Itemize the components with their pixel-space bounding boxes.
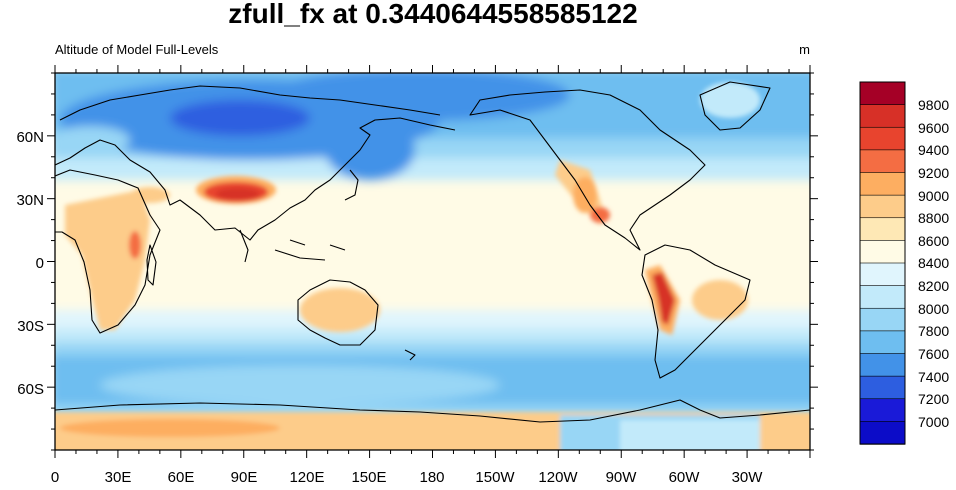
colorbar-box <box>859 104 906 128</box>
colorbar-label: 9600 <box>918 120 949 136</box>
new-zealand-coastline <box>404 349 416 361</box>
indonesia-coastline <box>274 239 346 261</box>
x-tick-label: 150E <box>351 469 386 486</box>
map-field <box>55 73 810 450</box>
colorbar-label: 8200 <box>918 278 949 294</box>
colorbar-label: 7400 <box>918 369 949 385</box>
colorbar-box <box>859 81 906 106</box>
northern-trough-field <box>55 73 810 180</box>
australia-coastline <box>297 279 379 346</box>
axis-ticks <box>47 65 818 458</box>
colorbar-box <box>859 307 906 332</box>
x-tick-label: 30W <box>732 469 764 486</box>
y-tick-label: 30N <box>16 192 44 209</box>
colorbar-label: 9800 <box>918 97 949 113</box>
colorbar-frame <box>859 81 906 445</box>
colorbar-box <box>859 375 906 400</box>
colorbar-label: 7200 <box>918 391 949 407</box>
north-america-coastline <box>469 89 706 251</box>
colorbar-label: 7800 <box>918 323 949 339</box>
colorbar-label: 7600 <box>918 346 949 362</box>
x-tick-label: 0 <box>51 469 59 486</box>
x-tick-label: 60W <box>669 469 701 486</box>
coastlines <box>55 81 810 423</box>
colorbar-label: 9000 <box>918 188 949 204</box>
x-tick-label: 90W <box>606 469 638 486</box>
antarctica-field <box>55 412 810 450</box>
x-tick-label: 180 <box>419 469 444 486</box>
x-tick-label: 90E <box>231 469 258 486</box>
colorbar-label: 8600 <box>918 233 949 249</box>
colorbar-label: 8800 <box>918 210 949 226</box>
terrain-field <box>65 82 760 335</box>
colorbar-box <box>859 149 906 174</box>
x-tick-label: 150W <box>475 469 515 486</box>
colorbar-box <box>859 240 906 264</box>
greenland-coastline <box>699 81 771 131</box>
south-america-coastline <box>641 244 751 379</box>
colorbar-label: 8400 <box>918 255 949 271</box>
colorbar-labels: 9800 9600 9400 9200 9000 8800 8600 8400 … <box>918 97 949 430</box>
x-tick-labels: 0 30E 60E 90E 120E 150E 180 150W 120W 90… <box>51 469 763 486</box>
arctic-coastline <box>59 85 441 121</box>
antarctica-coastline <box>55 399 810 423</box>
colorbar-box <box>859 126 906 151</box>
colorbar-box <box>859 172 906 196</box>
y-tick-label: 60S <box>17 381 44 398</box>
madagascar-coastline <box>146 244 157 286</box>
africa-coastline <box>55 169 161 334</box>
colorbar-box <box>859 353 906 377</box>
colorbar-box <box>859 217 906 242</box>
variable-long-name: Altitude of Model Full-Levels <box>55 42 219 57</box>
colorbar-label: 7000 <box>918 414 949 430</box>
japan-coastline <box>344 169 359 201</box>
colorbar-box <box>859 262 906 287</box>
colorbar-box <box>859 330 906 355</box>
colorbar: 9800 9600 9400 9200 9000 8800 8600 8400 … <box>859 81 949 445</box>
x-tick-label: 60E <box>168 469 195 486</box>
colorbar-box <box>859 194 906 219</box>
colorbar-label: 8000 <box>918 301 949 317</box>
x-tick-label: 120W <box>538 469 578 486</box>
y-tick-label: 30S <box>17 318 44 335</box>
colorbar-label: 9200 <box>918 165 949 181</box>
units-label: m <box>799 42 810 57</box>
y-tick-label: 60N <box>16 129 44 146</box>
colorbar-box <box>859 398 906 423</box>
eurasia-coastline <box>55 117 456 241</box>
y-tick-label: 0 <box>36 255 44 272</box>
india-coastline <box>239 229 249 263</box>
colorbar-box <box>859 421 906 445</box>
colorbar-label: 9400 <box>918 142 949 158</box>
y-tick-labels: 60N 30N 0 30S 60S <box>16 129 44 398</box>
x-tick-label: 120E <box>289 469 324 486</box>
colorbar-box <box>859 285 906 309</box>
plot-title: zfull_fx at 0.3440644558585122 <box>228 0 638 29</box>
x-tick-label: 30E <box>105 469 132 486</box>
